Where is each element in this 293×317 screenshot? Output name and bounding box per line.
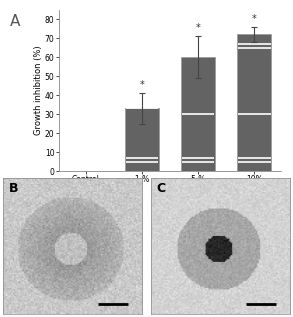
- Text: *: *: [196, 23, 200, 33]
- Text: *: *: [139, 80, 144, 90]
- Text: B: B: [8, 182, 18, 195]
- Text: C: C: [156, 182, 166, 195]
- Text: A: A: [10, 14, 20, 29]
- Bar: [181, 57, 215, 171]
- Bar: [125, 108, 159, 171]
- Y-axis label: Growth inhibition (%): Growth inhibition (%): [34, 46, 43, 135]
- Bar: [237, 34, 271, 171]
- Text: *: *: [252, 14, 257, 24]
